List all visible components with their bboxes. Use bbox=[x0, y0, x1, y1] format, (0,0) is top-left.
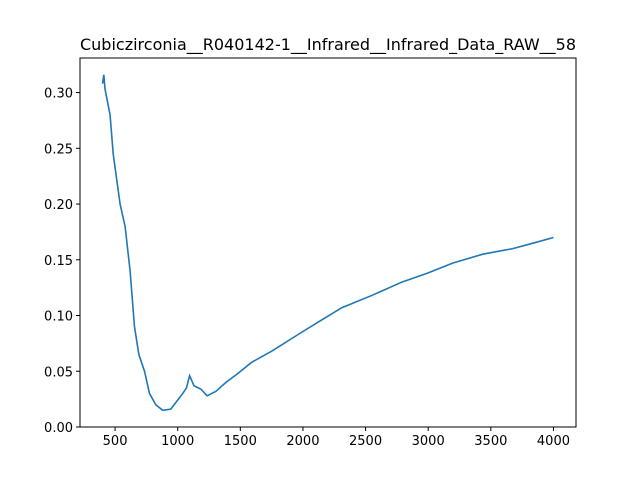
y-tick-label: 0.00 bbox=[44, 421, 73, 436]
x-tick-label: 3500 bbox=[474, 434, 507, 449]
y-tick-label: 0.05 bbox=[44, 365, 73, 380]
data-line bbox=[101, 74, 554, 412]
y-tick-label: 0.10 bbox=[44, 310, 73, 325]
x-tick-label: 500 bbox=[103, 434, 128, 449]
x-tick-label: 4000 bbox=[537, 434, 570, 449]
y-tick-label: 0.15 bbox=[44, 254, 73, 269]
x-tick-label: 2000 bbox=[286, 434, 319, 449]
x-tick-label: 1500 bbox=[224, 434, 257, 449]
x-tick-label: 2500 bbox=[349, 434, 382, 449]
plot-frame bbox=[79, 57, 577, 428]
x-tick-label: 3000 bbox=[412, 434, 445, 449]
chart-title: Cubiczirconia__R040142-1__Infrared__Infr… bbox=[80, 35, 576, 55]
y-tick-label: 0.25 bbox=[44, 142, 73, 157]
y-tick-label: 0.30 bbox=[44, 87, 73, 102]
x-tick-label: 1000 bbox=[161, 434, 194, 449]
y-tick-label: 0.20 bbox=[44, 198, 73, 213]
